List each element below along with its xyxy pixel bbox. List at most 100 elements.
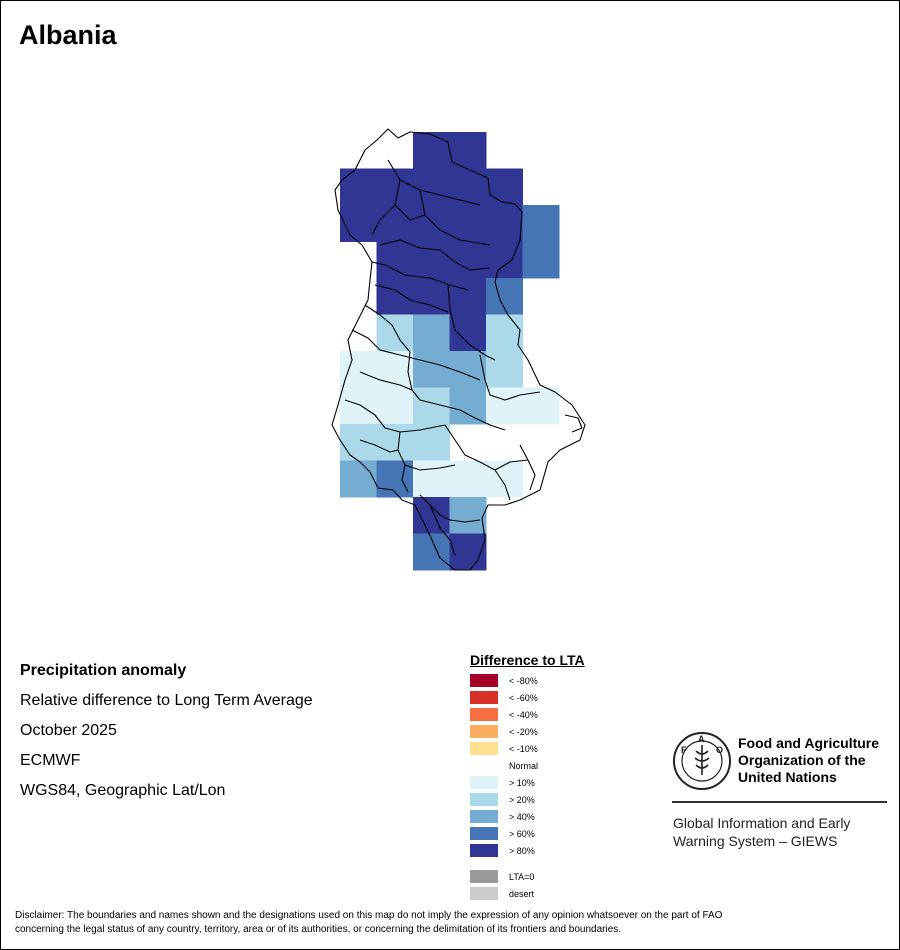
legend-label: > 10% [509, 777, 535, 788]
anomaly-cell [486, 314, 523, 352]
anomaly-cell [376, 168, 414, 206]
legend-label: < -80% [509, 675, 538, 686]
legend-swatch [470, 810, 498, 823]
anomaly-cell [413, 278, 450, 315]
anomaly-cell [449, 351, 487, 388]
anomaly-cell [486, 205, 523, 242]
legend-label: > 20% [509, 794, 535, 805]
anomaly-cell [340, 460, 377, 498]
anomaly-cell [413, 132, 450, 169]
anomaly-cell [449, 132, 487, 169]
anomaly-cell [340, 424, 377, 461]
fao-logo-icon: F A O [673, 732, 731, 790]
legend-row: > 10% [470, 774, 585, 791]
legend-label: desert [509, 888, 535, 899]
albania-precipitation-map [331, 128, 586, 571]
giews-line-1: Global Information and Early [673, 815, 851, 831]
legend-swatch [470, 674, 498, 687]
anomaly-cell [449, 460, 487, 498]
legend-swatch [470, 691, 498, 704]
giews-line-2: Warning System – GIEWS [673, 833, 838, 849]
anomaly-cell [340, 168, 377, 206]
legend-swatch [470, 776, 498, 789]
anomaly-cell [413, 314, 450, 352]
anomaly-cell [413, 460, 450, 498]
legend-title: Difference to LTA [470, 652, 585, 668]
anomaly-cell [413, 497, 450, 534]
legend-row: > 20% [470, 791, 585, 808]
anomaly-cell [413, 351, 450, 388]
anomaly-cell [376, 314, 414, 352]
map-title: Albania [19, 20, 117, 50]
legend: Difference to LTA < -80% < -60% < -40% < -2… [470, 652, 585, 902]
giews-name: Global Information and Early Warning Sys… [673, 814, 850, 850]
legend-extra-items: LTA=0 desert [470, 868, 585, 902]
org-name-line-2: Organization of the [738, 752, 866, 768]
anomaly-cell [340, 351, 377, 388]
legend-row: > 60% [470, 825, 585, 842]
info-line-3: ECMWF [20, 752, 81, 769]
disclaimer: Disclaimer: The boundaries and names sho… [15, 909, 885, 937]
legend-label: LTA=0 [509, 871, 535, 882]
legend-label: < -10% [509, 743, 538, 754]
org-name-line-1: Food and Agriculture [738, 735, 880, 751]
anomaly-cell [522, 241, 560, 279]
legend-row: < -20% [470, 723, 585, 740]
anomaly-cell [449, 205, 487, 242]
legend-items: < -80% < -60% < -40% < -20% < -10% Normal > 10… [470, 672, 585, 859]
legend-row: < -80% [470, 672, 585, 689]
legend-swatch [470, 844, 498, 857]
org-name: Food and Agriculture Organization of the… [738, 735, 879, 786]
disclaimer-line-1: Disclaimer: The boundaries and names sho… [15, 910, 723, 921]
anomaly-cell [413, 205, 450, 242]
legend-row: > 80% [470, 842, 585, 859]
org-name-line-3: United Nations [738, 769, 837, 785]
info-line-2: October 2025 [20, 722, 117, 739]
anomaly-cell [522, 205, 560, 242]
anomaly-cell [376, 424, 414, 461]
legend-row: < -40% [470, 706, 585, 723]
legend-label: > 40% [509, 811, 535, 822]
svg-text:A: A [698, 734, 705, 744]
info-line-4: WGS84, Geographic Lat/Lon [20, 782, 226, 799]
info-heading: Precipitation anomaly [20, 662, 187, 679]
anomaly-cell [340, 205, 377, 242]
legend-swatch [470, 887, 498, 900]
anomaly-cell [376, 278, 414, 315]
legend-swatch [470, 742, 498, 755]
legend-swatch [470, 725, 498, 738]
anomaly-cell [486, 351, 523, 388]
anomaly-cell [413, 424, 450, 461]
legend-swatch [470, 708, 498, 721]
anomaly-cell [486, 460, 523, 498]
anomaly-cell [449, 387, 487, 425]
legend-label: > 60% [509, 828, 535, 839]
anomaly-cell [449, 497, 487, 534]
disclaimer-line-2: concerning the legal status of any count… [15, 924, 622, 935]
legend-row: > 40% [470, 808, 585, 825]
legend-swatch [470, 827, 498, 840]
anomaly-cell [449, 168, 487, 206]
anomaly-cell [486, 387, 523, 425]
legend-label: Normal [509, 760, 539, 771]
legend-label: < -40% [509, 709, 538, 720]
country-outline [331, 128, 586, 571]
legend-swatch [470, 870, 498, 883]
anomaly-cell [413, 168, 450, 206]
legend-label: < -60% [509, 692, 538, 703]
org-divider [672, 801, 887, 803]
anomaly-cell [449, 278, 487, 315]
legend-swatch [470, 793, 498, 806]
legend-row: < -10% [470, 740, 585, 757]
map-info: Precipitation anomaly Relative differenc… [20, 656, 313, 806]
anomaly-cell [522, 387, 560, 425]
admin-borders [331, 128, 586, 571]
anomaly-cell [340, 387, 377, 425]
info-line-1: Relative difference to Long Term Average [20, 692, 313, 709]
svg-text:O: O [716, 745, 723, 755]
legend-label: < -20% [509, 726, 538, 737]
legend-row: LTA=0 [470, 868, 585, 885]
legend-row: desert [470, 885, 585, 902]
anomaly-cell [376, 205, 414, 242]
anomaly-cell [376, 387, 414, 425]
